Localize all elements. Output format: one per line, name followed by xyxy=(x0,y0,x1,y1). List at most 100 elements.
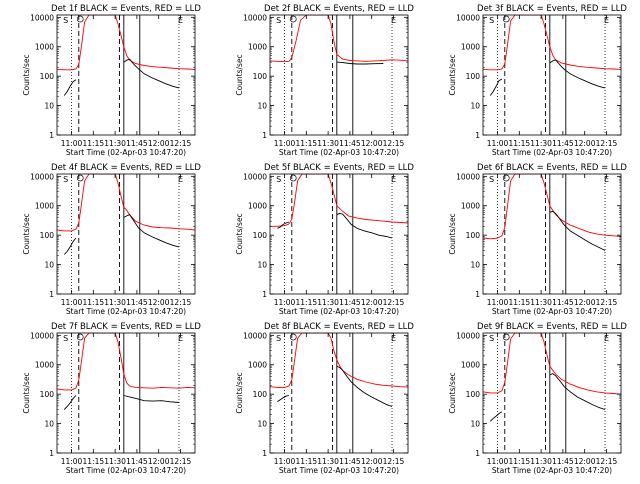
x-tick-label: 11:15 xyxy=(83,139,105,148)
y-tick-label: 1000 xyxy=(248,361,267,370)
series-events-line xyxy=(549,373,606,410)
y-tick-label: 10 xyxy=(257,261,267,270)
x-tick-label: 11:15 xyxy=(509,457,531,466)
y-axis-label: Counts/sec xyxy=(448,372,457,413)
series-events-line xyxy=(336,365,393,407)
y-tick-label: 10 xyxy=(257,420,267,429)
y-tick-label: 1000 xyxy=(35,43,54,52)
x-axis-label: Start Time (02-Apr-03 10:47:20) xyxy=(492,307,612,316)
reference-lines xyxy=(497,15,606,135)
series-events-line xyxy=(123,395,180,403)
x-tick-label: 11:30 xyxy=(530,139,552,148)
y-tick-label: 100 xyxy=(466,72,481,81)
panel-3: Det 3f BLACK = Events, RED = LLD S E 1 10 100… xyxy=(448,4,627,157)
panel-title: Det 6f BLACK = Events, RED = LLD xyxy=(477,163,627,173)
panel-2: Det 2f BLACK = Events, RED = LLD S E 1 10 100… xyxy=(235,4,414,157)
x-tick-label: 11:15 xyxy=(296,139,318,148)
reference-lines xyxy=(497,174,606,294)
x-tick-label: 12:00 xyxy=(361,298,383,307)
marker-e-label: E xyxy=(391,334,396,343)
y-tick-label: 100 xyxy=(253,72,268,81)
panel-title: Det 4f BLACK = Events, RED = LLD xyxy=(51,163,201,173)
x-tick-label: 11:15 xyxy=(509,139,531,148)
x-axis-label: Start Time (02-Apr-03 10:47:20) xyxy=(66,307,186,316)
y-tick-label: 100 xyxy=(466,231,481,240)
x-tick-label: 11:45 xyxy=(339,457,361,466)
y-tick-label: 10 xyxy=(470,102,480,111)
x-tick-label: 11:45 xyxy=(126,139,148,148)
y-axis-label: Counts/sec xyxy=(22,54,31,95)
series-events-line xyxy=(123,214,180,248)
x-tick-label: 11:45 xyxy=(552,457,574,466)
y-tick-label: 100 xyxy=(40,390,55,399)
y-tick-label: 100 xyxy=(253,390,268,399)
series-lld-line xyxy=(57,333,195,391)
x-tick-label: 11:00 xyxy=(61,298,83,307)
x-tick-label: 11:15 xyxy=(83,298,105,307)
series-lld-line xyxy=(270,333,408,388)
x-tick-label: 11:30 xyxy=(317,298,339,307)
y-tick-label: 1000 xyxy=(248,43,267,52)
marker-o-symbol xyxy=(502,333,510,341)
x-tick-label: 12:00 xyxy=(148,457,170,466)
series-events-line xyxy=(336,61,384,65)
panel-5: Det 5f BLACK = Events, RED = LLD S E 1 10 100… xyxy=(235,163,414,316)
y-tick-label: 10000 xyxy=(30,13,54,22)
y-tick-label: 10000 xyxy=(30,331,54,340)
x-tick-label: 11:00 xyxy=(274,457,296,466)
x-tick-label: 11:45 xyxy=(552,298,574,307)
reference-lines xyxy=(284,174,393,294)
series-lld-line xyxy=(270,174,408,227)
y-tick-label: 10000 xyxy=(243,172,267,181)
x-tick-label: 11:30 xyxy=(530,298,552,307)
y-tick-label: 10000 xyxy=(243,331,267,340)
x-tick-label: 11:00 xyxy=(274,298,296,307)
marker-o-symbol xyxy=(289,15,297,23)
marker-s-label: S xyxy=(276,16,281,25)
y-tick-label: 10 xyxy=(44,102,54,111)
y-axis-label: Counts/sec xyxy=(448,54,457,95)
y-tick-label: 1000 xyxy=(461,43,480,52)
series-lld-line xyxy=(483,174,621,240)
reference-lines xyxy=(284,333,393,453)
y-axis-label: Counts/sec xyxy=(22,213,31,254)
marker-o-symbol xyxy=(76,174,84,182)
x-axis-label: Start Time (02-Apr-03 10:47:20) xyxy=(66,466,186,475)
series-events-line xyxy=(489,78,503,96)
y-tick-label: 1000 xyxy=(35,202,54,211)
x-tick-label: 11:15 xyxy=(296,457,318,466)
y-axis-label: Counts/sec xyxy=(448,213,457,254)
y-tick-label: 10000 xyxy=(456,331,480,340)
x-tick-label: 12:15 xyxy=(596,139,618,148)
x-tick-label: 12:00 xyxy=(361,457,383,466)
marker-e-label: E xyxy=(604,16,609,25)
panel-title: Det 1f BLACK = Events, RED = LLD xyxy=(51,4,201,14)
panel-9: Det 9f BLACK = Events, RED = LLD S E 1 10 100… xyxy=(448,322,627,475)
y-tick-label: 1000 xyxy=(35,361,54,370)
series-events-line xyxy=(549,210,606,251)
x-tick-label: 12:15 xyxy=(596,298,618,307)
y-axis-label: Counts/sec xyxy=(22,372,31,413)
y-tick-label: 1000 xyxy=(461,361,480,370)
x-tick-label: 11:00 xyxy=(487,457,509,466)
panel-6: Det 6f BLACK = Events, RED = LLD S E 1 10 100… xyxy=(448,163,627,316)
y-axis-label: Counts/sec xyxy=(235,54,244,95)
x-tick-label: 12:15 xyxy=(383,139,405,148)
panel-1: Det 1f BLACK = Events, RED = LLD S E 1 10 100… xyxy=(22,4,201,157)
x-tick-label: 12:00 xyxy=(574,139,596,148)
y-tick-label: 1 xyxy=(475,290,480,299)
marker-o-symbol xyxy=(502,174,510,182)
marker-e-label: E xyxy=(604,334,609,343)
plot-frame xyxy=(482,14,622,136)
x-tick-label: 11:00 xyxy=(487,139,509,148)
x-tick-label: 12:15 xyxy=(383,457,405,466)
x-tick-label: 11:30 xyxy=(104,298,126,307)
panel-title: Det 5f BLACK = Events, RED = LLD xyxy=(264,163,414,173)
y-tick-label: 10000 xyxy=(456,13,480,22)
marker-s-label: S xyxy=(489,334,494,343)
panel-title: Det 3f BLACK = Events, RED = LLD xyxy=(477,4,627,14)
y-tick-label: 100 xyxy=(40,72,55,81)
panel-8: Det 8f BLACK = Events, RED = LLD S E 1 10 100… xyxy=(235,322,414,475)
panel-title: Det 7f BLACK = Events, RED = LLD xyxy=(51,322,201,332)
